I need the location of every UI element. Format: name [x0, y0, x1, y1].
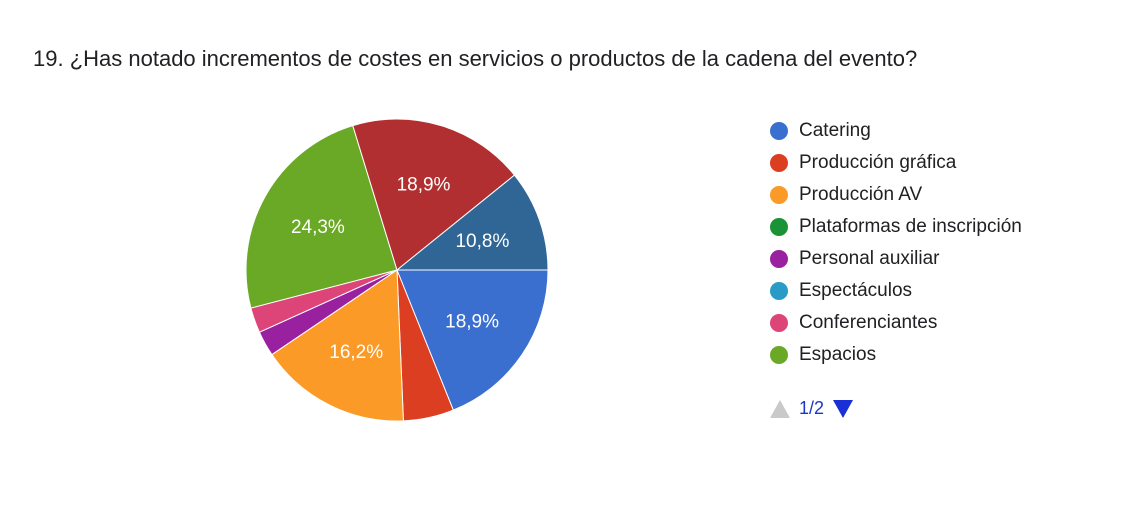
legend-label: Catering	[799, 120, 871, 141]
question-title: 19. ¿Has notado incrementos de costes en…	[33, 46, 918, 71]
pie-chart: 18,9% 16,2% 24,3% 18,9% 10,8%	[245, 118, 549, 422]
legend-item-plataformas-de-inscripcion[interactable]: Plataformas de inscripción	[770, 211, 1022, 243]
legend-swatch-produccion-av	[770, 186, 788, 204]
legend-label: Espectáculos	[799, 280, 913, 301]
pie-data-label: 24,3%	[291, 217, 345, 238]
legend-label: Espacios	[799, 344, 877, 365]
legend-item-espacios[interactable]: Espacios	[770, 339, 1022, 371]
legend-label: Personal auxiliar	[799, 248, 940, 269]
legend-label: Producción gráfica	[799, 152, 957, 173]
legend-item-personal-auxiliar[interactable]: Personal auxiliar	[770, 243, 1022, 275]
legend-swatch-produccion-grafica	[770, 154, 788, 172]
pie-slice-produccion-av[interactable]	[271, 269, 404, 422]
triangle-down-icon[interactable]	[833, 399, 854, 418]
legend-swatch-espacios	[770, 346, 788, 364]
legend-label: Producción AV	[799, 184, 923, 205]
pie-data-label: 18,9%	[445, 312, 499, 333]
legend: Catering Producción gráfica Producción A…	[770, 115, 1022, 371]
legend-swatch-espectaculos	[770, 282, 788, 300]
legend-swatch-conferenciantes	[770, 314, 788, 332]
pager-page-indicator: 1/2	[799, 398, 825, 418]
legend-swatch-catering	[770, 122, 788, 140]
legend-swatch-personal-auxiliar	[770, 250, 788, 268]
legend-item-produccion-grafica[interactable]: Producción gráfica	[770, 147, 1022, 179]
legend-label: Plataformas de inscripción	[799, 216, 1022, 237]
legend-item-catering[interactable]: Catering	[770, 115, 1022, 147]
pie-slice-espacios[interactable]	[245, 124, 398, 309]
legend-label: Conferenciantes	[799, 312, 938, 333]
pie-data-label: 16,2%	[329, 342, 383, 363]
pie-data-label: 18,9%	[397, 174, 451, 195]
legend-item-conferenciantes[interactable]: Conferenciantes	[770, 307, 1022, 339]
pie-slice-catering[interactable]	[396, 269, 549, 411]
legend-item-espectaculos[interactable]: Espectáculos	[770, 275, 1022, 307]
pie-slice-unlabeled-7[interactable]	[395, 174, 549, 271]
legend-pager: 1/2	[770, 398, 854, 419]
pie-slice-unlabeled-6[interactable]	[352, 118, 516, 271]
legend-item-produccion-av[interactable]: Producción AV	[770, 179, 1022, 211]
legend-swatch-plataformas-de-inscripcion	[770, 218, 788, 236]
triangle-up-icon[interactable]	[770, 399, 790, 418]
pie-data-label: 10,8%	[455, 231, 509, 252]
